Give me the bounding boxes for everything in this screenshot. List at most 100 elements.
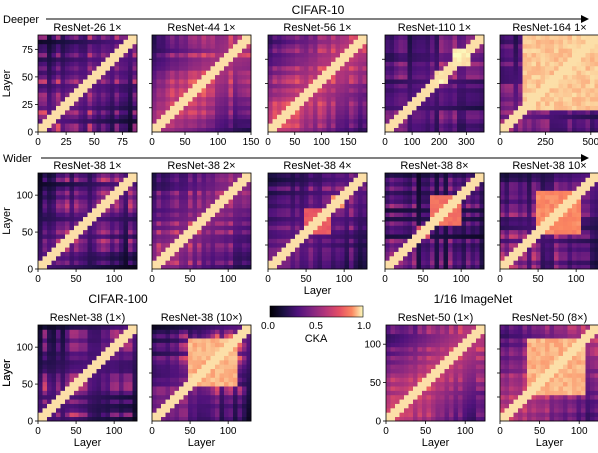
heatmap-cell <box>192 79 198 84</box>
heatmap-cell <box>590 57 595 62</box>
heatmap-cell <box>421 118 426 124</box>
heatmap-cell <box>527 127 532 133</box>
heatmap-cell <box>448 92 453 98</box>
heatmap-cell <box>430 216 435 222</box>
heatmap-cell <box>430 173 435 178</box>
heatmap-cell <box>531 92 537 98</box>
heatmap-cell <box>531 79 537 84</box>
heatmap-cell <box>439 212 444 218</box>
heatmap-cell <box>443 43 449 49</box>
heatmap-cell <box>581 109 586 115</box>
heatmap-cell <box>179 92 184 98</box>
heatmap-cell <box>590 203 595 209</box>
heatmap-cell <box>313 39 318 45</box>
heatmap-cell <box>536 87 541 93</box>
heatmap-cell <box>74 255 79 261</box>
heatmap-cell <box>466 255 471 261</box>
heatmap-cell <box>531 173 537 178</box>
heatmap-cell <box>522 101 528 106</box>
heatmap-cell <box>272 57 278 62</box>
heatmap-cell <box>101 87 106 93</box>
heatmap-cell <box>295 65 300 71</box>
heatmap-cell <box>466 39 471 45</box>
heatmap-cell <box>224 52 229 58</box>
heatmap-cell <box>344 114 350 120</box>
heatmap-cell <box>518 74 523 80</box>
heatmap-cell <box>51 229 57 235</box>
heatmap-cell <box>385 83 390 89</box>
heatmap-cell <box>69 96 75 102</box>
heatmap-cell <box>362 39 368 45</box>
heatmap-cell <box>101 105 106 111</box>
heatmap-cell <box>421 216 426 222</box>
heatmap-cell <box>518 225 523 231</box>
heatmap-cell <box>439 61 444 67</box>
heatmap-cell <box>412 39 417 45</box>
heatmap-cell <box>353 242 359 248</box>
heatmap-cell <box>92 203 97 209</box>
heatmap-cell <box>452 260 458 266</box>
heatmap-cell <box>452 52 458 58</box>
heatmap-cell <box>558 83 564 89</box>
heatmap-cell <box>237 127 243 133</box>
heatmap-cell <box>299 52 305 58</box>
heatmap-cell <box>174 39 180 45</box>
heatmap-cell <box>331 194 336 200</box>
heatmap-cell <box>228 79 234 84</box>
heatmap-cell <box>385 221 390 226</box>
heatmap-cell <box>590 234 595 239</box>
heatmap-cell <box>119 255 124 261</box>
heatmap-cell <box>416 181 422 187</box>
heatmap-cell <box>215 177 220 183</box>
heatmap-cell <box>272 65 278 71</box>
heatmap-cell <box>304 92 309 98</box>
heatmap-cell <box>174 114 180 120</box>
heatmap-cell <box>188 48 193 54</box>
heatmap-cell <box>215 65 220 71</box>
x-tick-label: 0 <box>265 137 271 148</box>
heatmap-cell <box>466 101 471 106</box>
heatmap-cell <box>335 83 341 89</box>
heatmap-cell <box>389 255 395 261</box>
heatmap-cell <box>170 221 175 226</box>
heatmap-cell <box>219 79 225 84</box>
heatmap-cell <box>585 109 591 115</box>
heatmap-cell <box>233 212 238 218</box>
heatmap-cell <box>174 87 180 93</box>
heatmap-cell <box>299 48 305 54</box>
heatmap-cell <box>156 105 162 111</box>
heatmap-cell <box>353 186 359 191</box>
heatmap-cell <box>308 92 314 98</box>
heatmap-cell <box>554 194 559 200</box>
heatmap-cell <box>42 221 48 226</box>
heatmap-cell <box>161 114 166 120</box>
heatmap-cell <box>353 114 359 120</box>
heatmap-cell <box>448 199 453 204</box>
heatmap-cell <box>340 186 345 191</box>
heatmap-cell <box>96 247 102 252</box>
heatmap-cell <box>448 203 453 209</box>
heatmap-cell <box>210 203 216 209</box>
heatmap-cell <box>308 190 314 196</box>
heatmap-cell <box>201 114 207 120</box>
heatmap-cell <box>358 123 363 128</box>
heatmap-cell <box>389 39 395 45</box>
heatmap-cell <box>398 79 404 84</box>
heatmap-cell <box>132 255 138 261</box>
heatmap-cell <box>509 61 514 67</box>
heatmap-cell <box>403 123 408 128</box>
heatmap-cell <box>452 96 458 102</box>
heatmap-cell <box>74 177 79 183</box>
heatmap-cell <box>215 194 220 200</box>
heatmap-cell <box>101 251 106 257</box>
heatmap-cell <box>132 123 138 128</box>
heatmap-cell <box>215 109 220 115</box>
x-tick-label: 0 <box>265 274 271 285</box>
heatmap-cell <box>277 57 282 62</box>
heatmap-cell <box>389 225 395 231</box>
heatmap-cell <box>349 96 354 102</box>
heatmap-cell <box>439 207 444 213</box>
heatmap-cell <box>549 52 555 58</box>
heatmap-cell <box>331 234 336 239</box>
heatmap-cell <box>403 173 408 178</box>
